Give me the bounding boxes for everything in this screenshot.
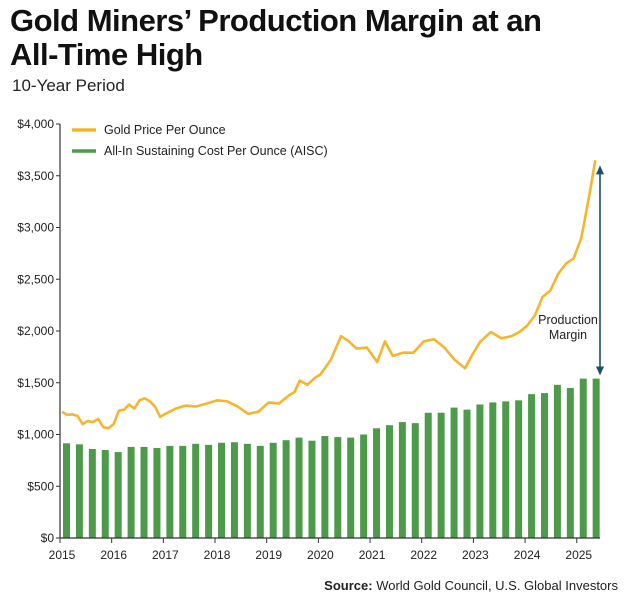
y-tick-label: $2,500 [17, 272, 54, 286]
aisc-bar [153, 447, 161, 538]
aisc-bar [101, 450, 109, 538]
aisc-bar [218, 442, 226, 538]
gold-price-line [61, 160, 597, 430]
y-tick-label: $3,500 [17, 169, 54, 183]
source-note: Source: World Gold Council, U.S. Global … [324, 578, 618, 593]
aisc-bar [192, 443, 200, 538]
aisc-bar [515, 400, 523, 538]
aisc-bar [256, 445, 264, 538]
aisc-bar [321, 436, 329, 538]
aisc-bar [373, 428, 381, 538]
y-tick-label: $500 [27, 479, 54, 493]
y-tick-label: $0 [41, 531, 55, 545]
aisc-bar [553, 384, 561, 538]
y-tick-label: $2,000 [17, 324, 54, 338]
aisc-bar [502, 401, 510, 538]
aisc-bar [114, 452, 122, 538]
aisc-bar [179, 445, 187, 538]
chart-title-line1: Gold Miners’ Production Margin at an [10, 3, 542, 38]
aisc-bar [463, 409, 471, 538]
source-label: Source: [324, 578, 373, 593]
legend-label: Gold Price Per Ounce [104, 123, 226, 137]
y-tick-label: $3,000 [17, 221, 54, 235]
aisc-bar [360, 434, 368, 538]
aisc-bar [528, 394, 536, 538]
aisc-bar [282, 440, 290, 538]
aisc-bar [437, 412, 445, 538]
aisc-bar [540, 393, 548, 538]
aisc-bar [347, 437, 355, 538]
y-tick-label: $1,500 [17, 376, 54, 390]
aisc-bar [205, 444, 213, 538]
x-tick-label: 2021 [359, 548, 386, 562]
production-margin-label: Production [538, 313, 598, 327]
source-text: World Gold Council, U.S. Global Investor… [376, 578, 618, 593]
aisc-bar [592, 378, 600, 538]
x-tick-label: 2024 [514, 548, 541, 562]
production-margin-label: Margin [549, 328, 587, 342]
chart-subtitle: 10-Year Period [12, 76, 125, 95]
aisc-bar [579, 378, 587, 538]
x-tick-label: 2018 [204, 548, 231, 562]
aisc-bar [411, 423, 419, 538]
aisc-bar [166, 445, 174, 538]
x-tick-label: 2017 [152, 548, 179, 562]
aisc-bar [75, 444, 83, 538]
aisc-bar [308, 440, 316, 538]
x-tick-label: 2016 [100, 548, 127, 562]
x-tick-label: 2020 [307, 548, 334, 562]
y-tick-label: $4,000 [17, 117, 54, 131]
aisc-bar [269, 442, 277, 538]
x-tick-label: 2015 [49, 548, 76, 562]
x-tick-label: 2019 [255, 548, 282, 562]
chart-title-line2: All-Time High [10, 37, 203, 72]
aisc-bar [566, 387, 574, 538]
x-tick-label: 2022 [410, 548, 437, 562]
aisc-bar [385, 425, 393, 538]
margin-arrow-head-down [596, 366, 604, 376]
aisc-bar [334, 437, 342, 538]
aisc-bar [88, 448, 96, 538]
aisc-bar [243, 443, 251, 538]
x-tick-label: 2023 [462, 548, 489, 562]
aisc-bar [295, 437, 303, 538]
aisc-bar [230, 442, 238, 538]
y-tick-label: $1,000 [17, 428, 54, 442]
chart-title: Gold Miners’ Production Margin at an All… [10, 4, 620, 72]
aisc-bar [489, 402, 497, 538]
x-tick-label: 2025 [565, 548, 592, 562]
aisc-bar [140, 446, 148, 538]
aisc-bar [424, 412, 432, 538]
aisc-bar [63, 443, 70, 538]
aisc-bar [476, 404, 484, 538]
aisc-bar [398, 422, 406, 538]
margin-arrow-head-up [596, 165, 604, 175]
legend-label: All-In Sustaining Cost Per Ounce (AISC) [104, 144, 328, 158]
aisc-bar [127, 446, 135, 538]
aisc-bar [450, 407, 458, 538]
